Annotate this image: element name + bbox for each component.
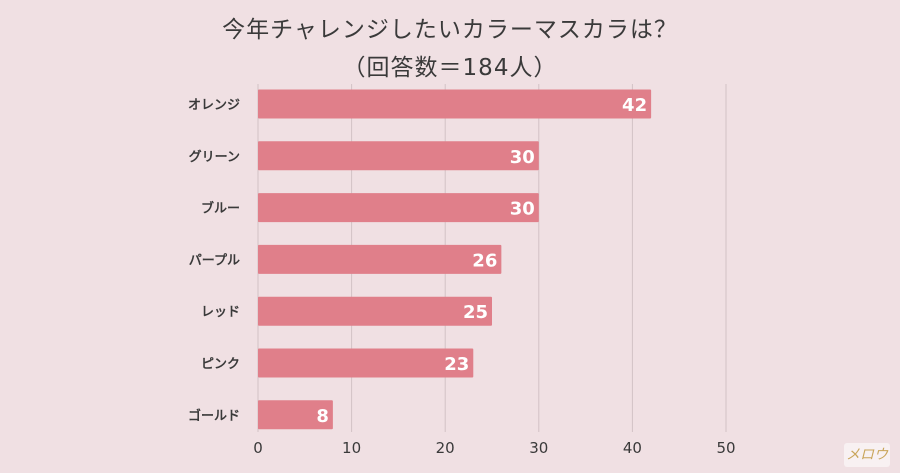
data-label: 25 bbox=[463, 302, 488, 323]
bar bbox=[258, 89, 652, 119]
data-label: 23 bbox=[444, 354, 469, 375]
x-tick-label: 0 bbox=[253, 439, 263, 457]
category-label: グリーン bbox=[189, 149, 240, 165]
data-label: 26 bbox=[472, 250, 497, 271]
bar bbox=[258, 400, 333, 430]
chart-subtitle: （回答数＝184人） bbox=[342, 55, 558, 81]
data-label: 8 bbox=[316, 406, 329, 427]
category-label: ピンク bbox=[201, 357, 240, 372]
category-label: レッド bbox=[201, 305, 240, 320]
x-tick-label: 30 bbox=[529, 439, 548, 457]
data-label: 42 bbox=[622, 95, 647, 116]
category-label: オレンジ bbox=[188, 98, 240, 113]
bar bbox=[258, 193, 539, 223]
x-tick-label: 10 bbox=[342, 439, 361, 457]
category-label: ブルー bbox=[201, 201, 240, 217]
bar bbox=[258, 348, 474, 378]
x-tick-label: 40 bbox=[623, 439, 642, 457]
x-tick-label: 20 bbox=[436, 439, 455, 457]
chart-title: 今年チャレンジしたいカラーマスカラは？ bbox=[222, 17, 678, 43]
brand-logo: メロウ bbox=[844, 443, 890, 467]
bar bbox=[258, 296, 492, 326]
category-label: ゴールド bbox=[188, 408, 240, 424]
data-label: 30 bbox=[510, 147, 535, 168]
category-label: パープル bbox=[189, 253, 240, 268]
data-label: 30 bbox=[510, 199, 535, 220]
x-tick-label: 50 bbox=[716, 439, 735, 457]
bar bbox=[258, 141, 539, 171]
bar bbox=[258, 244, 502, 274]
